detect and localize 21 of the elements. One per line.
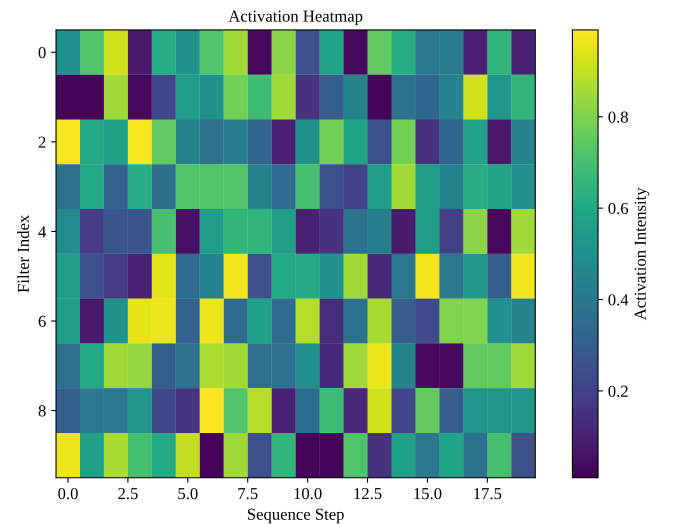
- color-bar-label: 0.6: [608, 202, 628, 214]
- y-tick-label: 2: [38, 136, 46, 148]
- color-bar-label: 0.8: [608, 111, 628, 123]
- x-tick-label: 7.5: [238, 488, 258, 500]
- y-tick-label: 0: [38, 47, 46, 58]
- x-tick-label: 12.5: [354, 488, 382, 500]
- x-tick-label: 0.0: [58, 488, 78, 500]
- chart-title: Activation Heatmap: [228, 10, 362, 26]
- x-tick-label: 5.0: [178, 488, 198, 500]
- color-bar-label: 0.2: [608, 386, 628, 397]
- y-tick-label: 6: [38, 316, 46, 327]
- y-tick-label: 8: [38, 405, 46, 417]
- x-axis-title: Sequence Step: [248, 508, 344, 524]
- y-axis-title: Filter Index: [17, 214, 30, 292]
- x-tick-label: 17.5: [474, 488, 502, 500]
- color-bar-title: Activation Intensity: [634, 187, 650, 320]
- x-tick-label: 2.5: [118, 488, 138, 500]
- color-bar-label: 0.4: [608, 294, 628, 306]
- x-tick-label: 10.0: [294, 488, 322, 500]
- y-tick-label: 4: [38, 226, 46, 238]
- x-tick-label: 15.0: [414, 488, 442, 500]
